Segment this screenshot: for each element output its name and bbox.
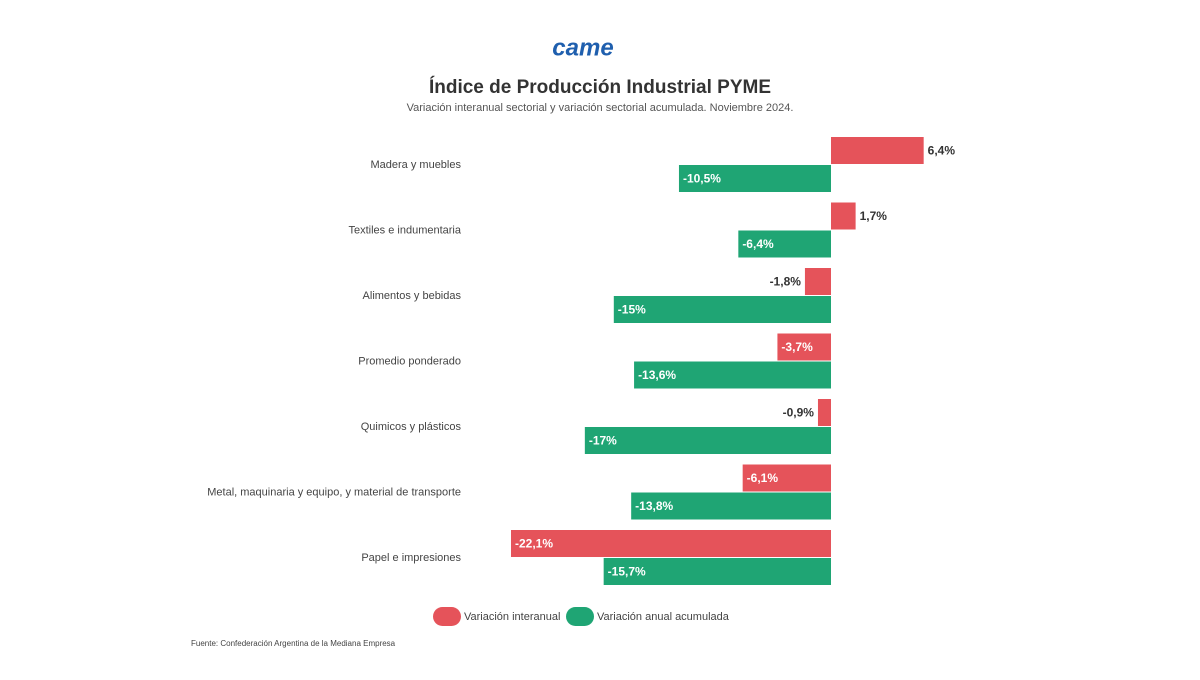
legend-swatch: [433, 607, 461, 626]
category-label: Textiles e indumentaria: [348, 224, 461, 236]
legend-label: Variación anual acumulada: [597, 611, 730, 623]
value-label: -1,8%: [770, 275, 802, 289]
value-label: -6,1%: [747, 471, 779, 485]
source: Fuente: Confederación Argentina de la Me…: [191, 639, 396, 648]
bar: [678, 165, 831, 192]
legend-label: Variación interanual: [464, 611, 560, 623]
category-label: Papel e impresiones: [361, 552, 461, 564]
bar: [603, 558, 831, 585]
value-label: -10,5%: [683, 172, 721, 186]
value-label: -13,6%: [638, 368, 676, 382]
value-label: 1,7%: [860, 209, 888, 223]
value-label: -22,1%: [515, 537, 553, 551]
value-label: -15,7%: [608, 565, 646, 579]
bar: [742, 464, 831, 492]
bar: [510, 530, 831, 557]
value-label: -13,8%: [635, 499, 673, 513]
bar: [613, 296, 831, 323]
bar: [831, 202, 856, 230]
bar: [631, 492, 831, 520]
chart-subtitle: Variación interanual sectorial y variaci…: [407, 102, 794, 114]
bar: [584, 427, 831, 454]
bar: [831, 137, 924, 164]
category-label: Madera y muebles: [371, 159, 462, 171]
value-label: 6,4%: [928, 144, 956, 158]
category-label: Promedio ponderado: [358, 355, 461, 367]
category-label: Metal, maquinaria y equipo, y material d…: [207, 486, 461, 498]
bar: [634, 361, 831, 389]
value-label: -15%: [618, 303, 646, 317]
value-label: -17%: [589, 434, 617, 448]
value-label: -0,9%: [783, 406, 815, 420]
legend-swatch: [566, 607, 594, 626]
value-label: -3,7%: [781, 340, 813, 354]
value-label: -6,4%: [742, 237, 774, 251]
bar: [804, 268, 831, 295]
bar: [777, 333, 831, 361]
bar: [738, 230, 831, 258]
category-label: Alimentos y bebidas: [363, 290, 462, 302]
category-label: Quimicos y plásticos: [361, 421, 462, 433]
chart-title: Índice de Producción Industrial PYME: [429, 76, 771, 98]
bar: [817, 399, 831, 426]
logo: came: [552, 34, 613, 61]
